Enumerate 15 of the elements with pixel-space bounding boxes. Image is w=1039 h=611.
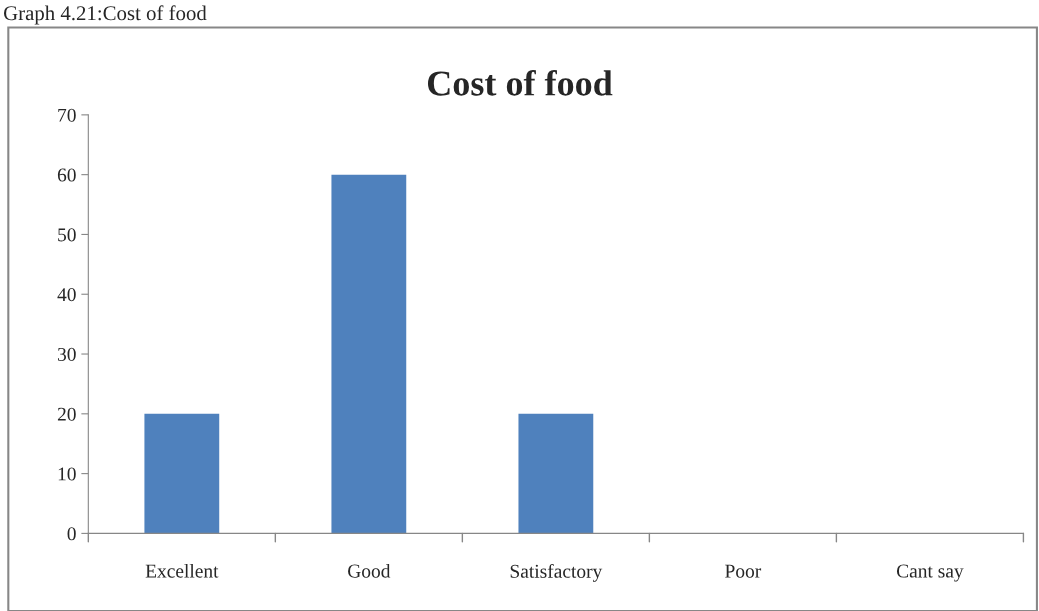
y-tick-label: 30 bbox=[57, 347, 76, 361]
y-tick-label: 0 bbox=[67, 527, 76, 541]
y-tick-label: 60 bbox=[57, 168, 76, 182]
chart-title: Cost of food bbox=[427, 69, 613, 96]
y-tick-label: 70 bbox=[58, 108, 76, 122]
x-tick-label: Poor bbox=[725, 564, 762, 578]
y-tick-label: 20 bbox=[57, 407, 76, 421]
y-tick-label: 10 bbox=[58, 467, 76, 481]
x-tick-label: Satisfactory bbox=[510, 563, 603, 582]
caption: Graph 4.21:Cost of food bbox=[3, 5, 207, 25]
x-tick-label: Excellent bbox=[145, 563, 219, 578]
x-tick-label: Cant say bbox=[896, 564, 964, 582]
y-tick-label: 40 bbox=[57, 288, 76, 302]
y-tick-label: 50 bbox=[58, 228, 76, 242]
x-tick-label: Good bbox=[348, 563, 391, 578]
